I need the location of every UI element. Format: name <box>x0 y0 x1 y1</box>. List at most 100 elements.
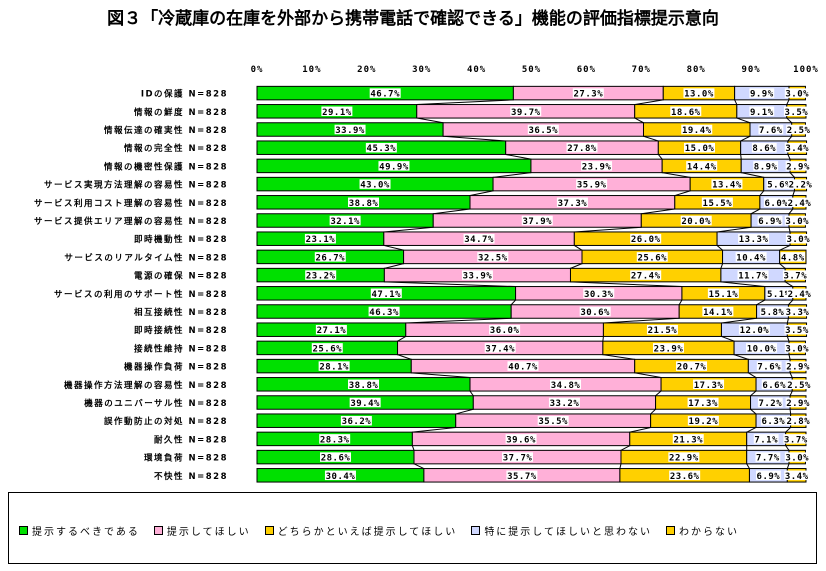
data-label-bg <box>579 306 611 317</box>
data-label-bg <box>505 434 537 444</box>
series-connector-line <box>720 281 765 288</box>
data-label-bg <box>784 142 810 153</box>
series-connector-line <box>787 154 791 160</box>
series-connector-line <box>412 426 456 433</box>
x-tick-label: 60% <box>577 65 596 75</box>
data-label-bg <box>683 142 715 153</box>
data-label: 34.7% <box>464 235 494 245</box>
data-label: 13.4% <box>712 181 742 191</box>
legend-swatch <box>153 526 163 535</box>
data-label: 40.7% <box>508 363 538 373</box>
data-label-bg <box>630 233 662 244</box>
data-label-bg <box>763 197 789 208</box>
series-connector-line <box>750 390 757 397</box>
data-label-bg <box>751 142 777 153</box>
data-label: 3.7% <box>783 272 807 282</box>
data-label-bg <box>756 361 782 371</box>
data-label-bg <box>630 270 662 280</box>
category-label: 機器のユニバーサル性 N=828 <box>84 398 228 409</box>
data-label-bg <box>583 288 615 299</box>
data-label-bg <box>784 215 810 226</box>
data-label-bg <box>461 270 493 280</box>
data-label: 37.3% <box>558 199 588 209</box>
chart-title: 図３「冷蔵庫の在庫を外部から携帯電話で確認できる」機能の評価指標提示意向 <box>107 9 719 29</box>
series-connector-line <box>746 463 750 469</box>
series-connector-line <box>655 390 662 397</box>
data-label-bg <box>311 343 343 353</box>
category-label: 情報の鮮度 N=828 <box>133 107 228 118</box>
data-label: 47.1% <box>371 290 401 300</box>
data-label: 3.0% <box>785 344 809 354</box>
legend-item: わからない <box>666 523 739 538</box>
data-label: 8.9% <box>754 162 778 172</box>
data-label-bg <box>760 306 785 317</box>
series-connector-line <box>788 354 791 360</box>
data-label-bg <box>785 415 811 426</box>
data-label: 33.9% <box>335 126 365 136</box>
series-connector-line <box>634 117 644 124</box>
data-label-bg <box>321 106 353 117</box>
data-label: 39.7% <box>511 108 541 118</box>
data-label: 6.6% <box>762 381 786 391</box>
data-label: 20.0% <box>681 217 711 227</box>
legend-item: 提示してほしい <box>153 523 251 538</box>
data-label: 28.6% <box>321 454 351 464</box>
series-connector-line <box>786 318 789 324</box>
data-label: 5.6% <box>767 181 791 191</box>
series-connector-line <box>756 299 766 306</box>
series-connector-line <box>413 463 425 470</box>
data-label-bg <box>669 470 701 481</box>
data-label: 23.1% <box>306 235 336 245</box>
category-label: 即時機動性 N=828 <box>134 234 228 245</box>
data-label-bg <box>758 124 784 135</box>
data-label: 38.8% <box>349 381 379 391</box>
data-label-bg <box>687 415 719 426</box>
legend-swatch <box>19 526 28 535</box>
data-label-bg <box>780 252 806 262</box>
data-label-bg <box>484 343 516 353</box>
data-label: 11.7% <box>738 272 768 282</box>
data-label: 36.2% <box>342 417 372 427</box>
data-label: 6.0% <box>765 199 789 209</box>
series-connector-line <box>641 208 675 215</box>
data-label-bg <box>787 288 812 299</box>
series-connector-line <box>678 299 683 306</box>
series-connector-line <box>784 281 794 287</box>
legend-row: 提示するべきである 提示してほしい どちらかといえば提示してほしい 特に提示してほしい… <box>19 523 753 538</box>
data-label: 7.6% <box>757 363 781 373</box>
data-label-bg <box>556 197 588 208</box>
series-connector-line <box>750 408 757 415</box>
data-label: 15.5% <box>703 199 733 209</box>
series-connector-line <box>634 99 664 106</box>
series-connector-line <box>779 263 786 269</box>
data-label-bg <box>787 197 812 208</box>
stacked-bar-chart: 0% 10% 20% 30% 40% 50% 60% 70% 80% 90% 100% IDの保護 N… <box>34 65 818 483</box>
series-connector-line <box>786 336 790 342</box>
data-label-bg <box>652 343 684 353</box>
data-label-bg <box>314 252 346 262</box>
data-label-bg <box>672 434 704 444</box>
series-connector-line <box>574 245 583 251</box>
category-label: サービス利用コスト理解の容易性 N=828 <box>34 198 228 209</box>
series-connector-line <box>384 281 516 288</box>
category-label: 機器操作負荷 N=828 <box>124 362 228 373</box>
data-label: 13.0% <box>684 90 714 100</box>
data-label: 4.8% <box>781 253 805 263</box>
series-connector-line <box>469 390 474 397</box>
series-connector-line <box>789 172 795 178</box>
data-label-bg <box>784 343 810 353</box>
series-connector-line <box>602 336 604 342</box>
legend-swatch <box>471 526 481 535</box>
legend-label: 特に提示してほしいと思わない <box>484 527 653 538</box>
series-connector-line <box>721 335 735 342</box>
data-label: 27.8% <box>567 144 597 154</box>
series-connector-line <box>650 408 656 415</box>
data-label-bg <box>670 106 702 117</box>
data-label: 3.4% <box>785 472 809 482</box>
data-label-bg <box>537 415 569 426</box>
data-label-bg <box>329 215 361 226</box>
legend-swatch <box>264 526 274 535</box>
series-connector-line <box>786 117 793 124</box>
category-label: IDの保護 N=828 <box>141 89 228 100</box>
data-label: 45.3% <box>367 144 397 154</box>
